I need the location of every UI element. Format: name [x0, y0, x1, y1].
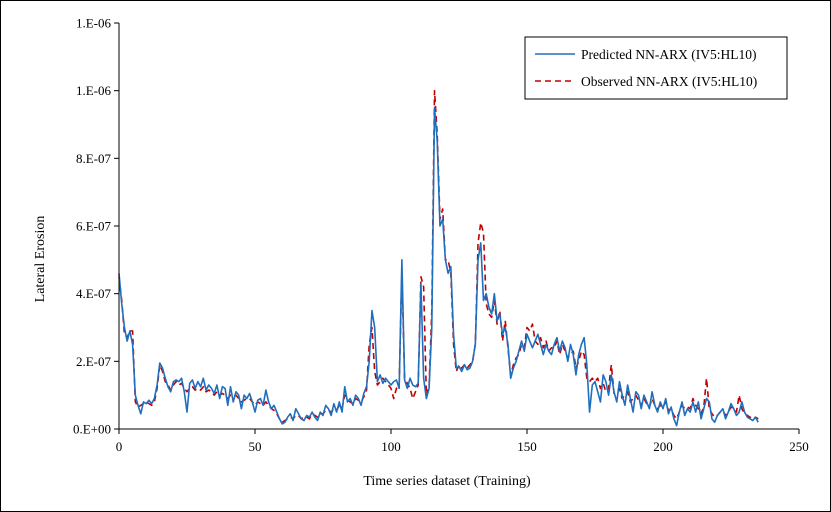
y-tick-label: 1.E-06: [76, 83, 112, 98]
y-tick-label: 4.E-07: [76, 286, 112, 301]
y-tick-label: 6.E-07: [76, 219, 112, 234]
x-axis-ticks: 0 50 100 150 200 250: [116, 429, 809, 454]
legend: Predicted NN-ARX (IV5:HL10) Observed NN-…: [524, 36, 788, 100]
x-tick-label: 0: [116, 439, 123, 454]
legend-predicted-label: Predicted NN-ARX (IV5:HL10): [581, 47, 756, 62]
x-axis-title: Time series dataset (Training): [363, 474, 531, 489]
y-tick-label: 8.E-07: [76, 151, 112, 166]
series-observed-line: [118, 89, 759, 424]
x-tick-label: 100: [381, 439, 401, 454]
y-tick-label: 1.E-06: [76, 16, 112, 31]
x-tick-label: 250: [789, 439, 809, 454]
x-tick-label: 150: [517, 439, 537, 454]
x-tick-label: 200: [653, 439, 673, 454]
series-predicted-line: [118, 106, 759, 427]
y-axis-ticks: 0.E+00 2.E-07 4.E-07 6.E-07 8.E-07 1.E-06 1.E-…: [73, 16, 119, 437]
y-tick-label: 0.E+00: [73, 422, 111, 437]
legend-box: [524, 36, 788, 100]
legend-observed-label: Observed NN-ARX (IV5:HL10): [581, 74, 757, 89]
series-layer: [118, 89, 759, 427]
y-tick-label: 2.E-07: [76, 354, 112, 369]
x-tick-label: 50: [249, 439, 262, 454]
y-axis-title: Lateral Erosion: [33, 216, 48, 303]
